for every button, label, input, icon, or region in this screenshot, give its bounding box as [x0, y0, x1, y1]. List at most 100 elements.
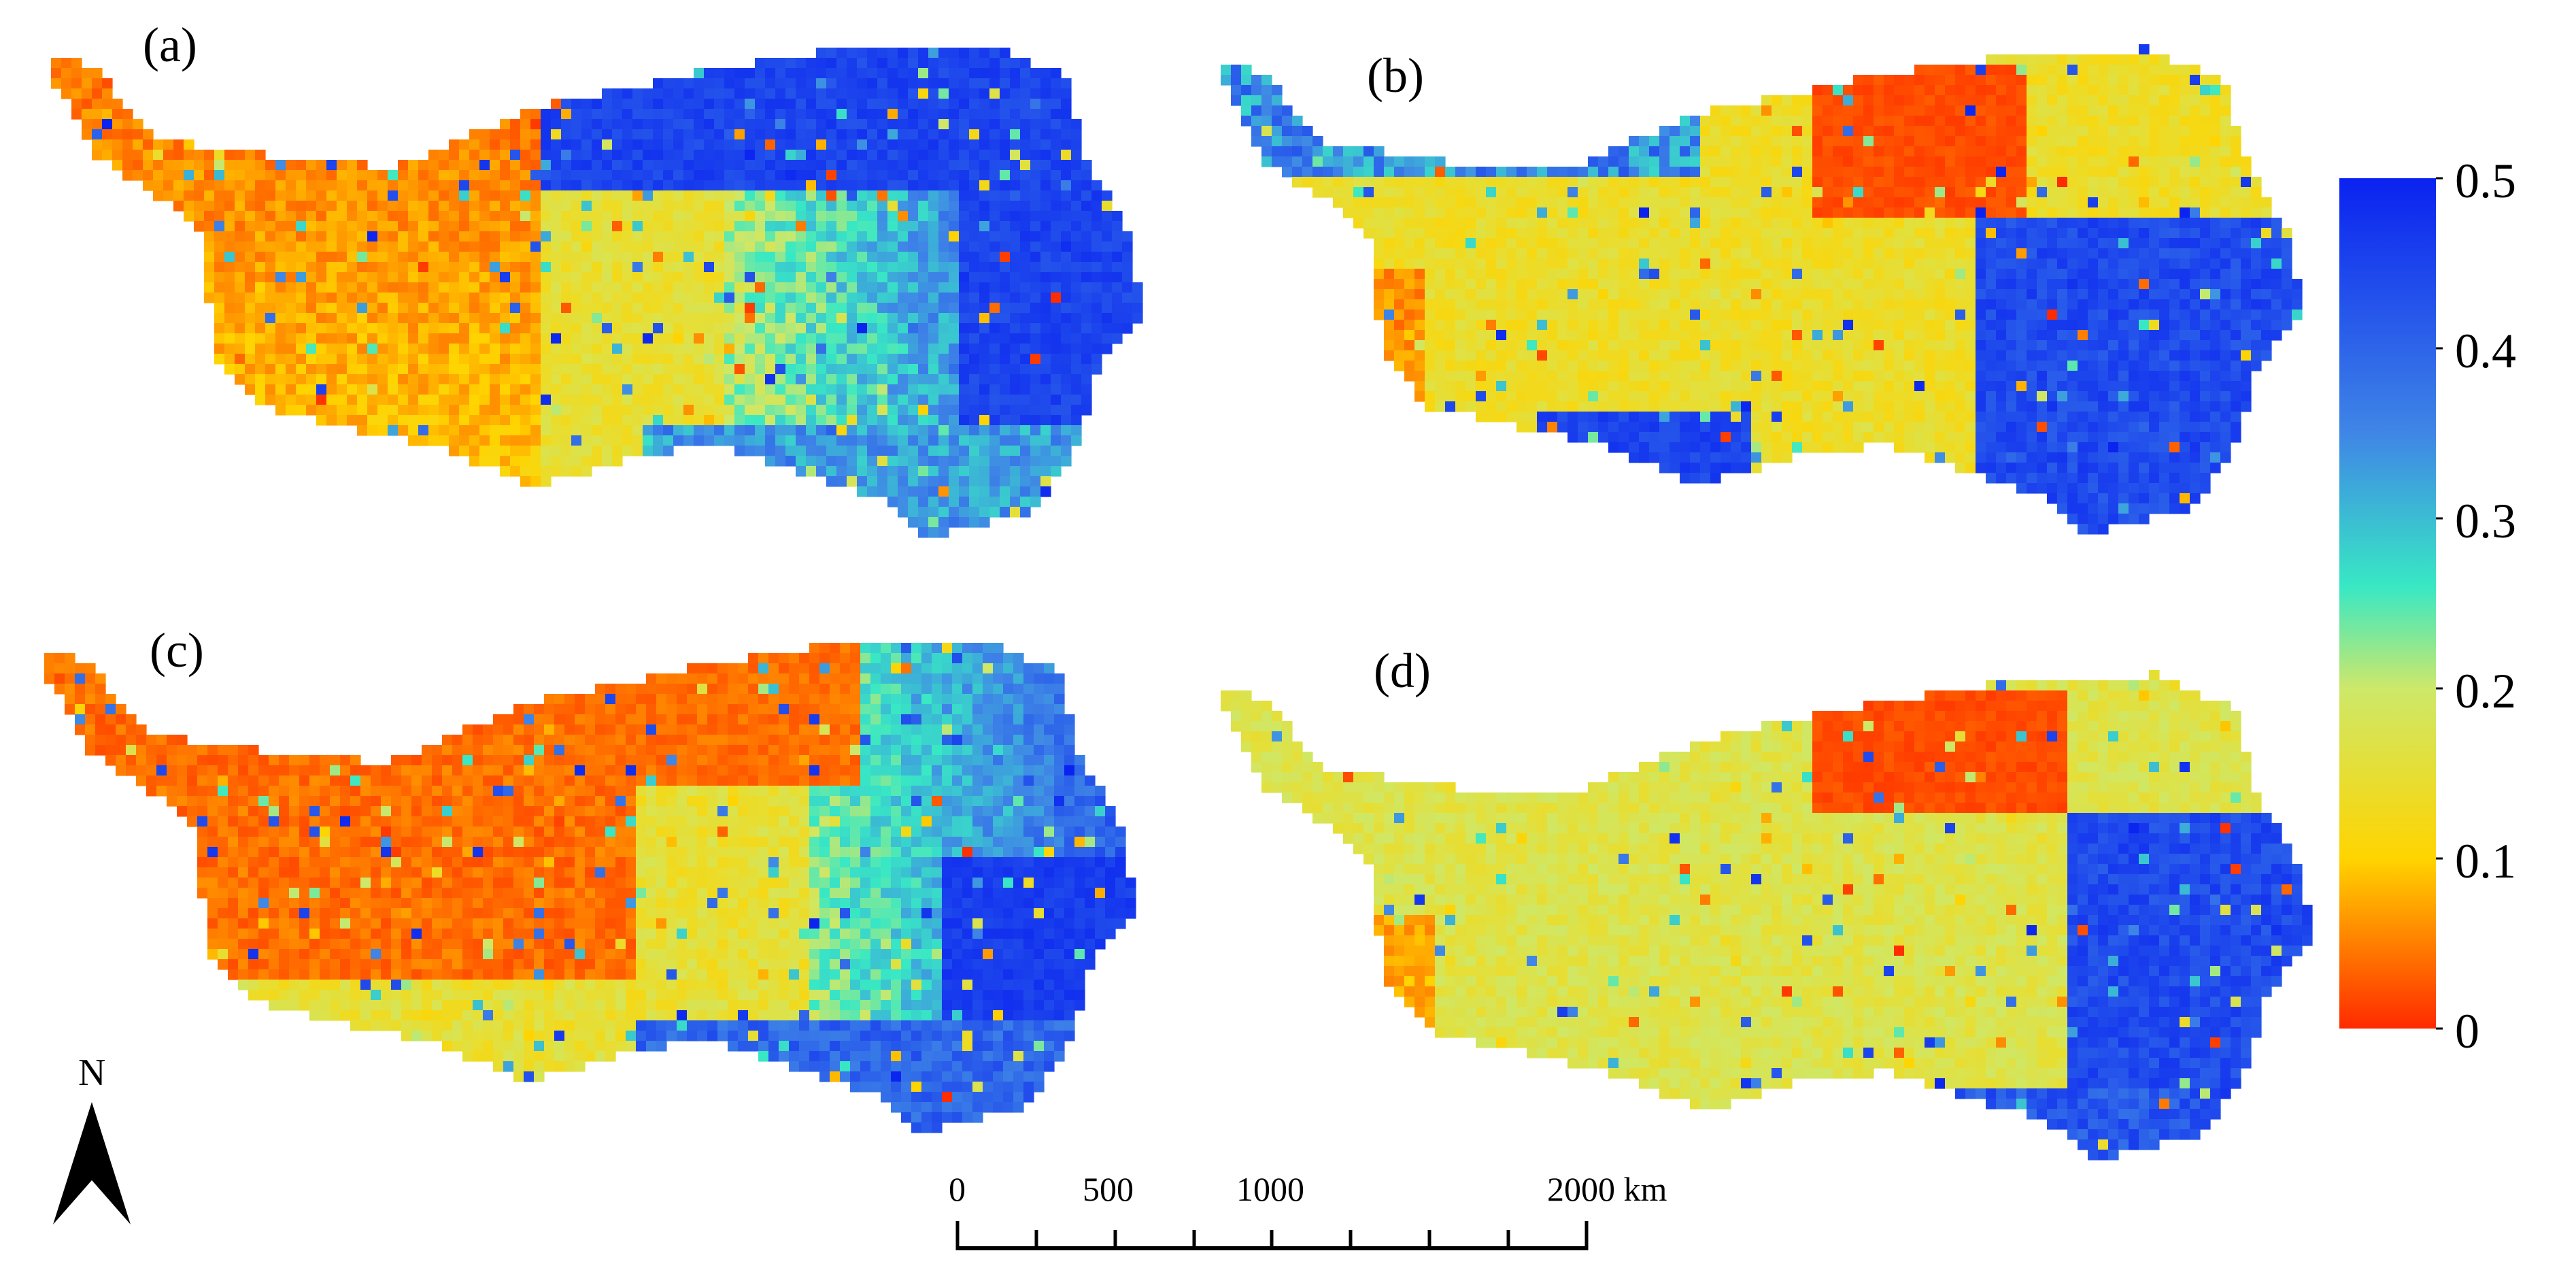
raster-cell: [510, 282, 521, 293]
raster-cell: [163, 160, 174, 171]
raster-cell: [1445, 238, 1456, 249]
raster-cell: [1323, 177, 1334, 188]
raster-cell: [1557, 269, 1568, 280]
raster-cell: [1081, 405, 1092, 416]
raster-cell: [908, 119, 919, 130]
raster-cell: [1782, 187, 1793, 198]
raster-cell: [245, 160, 256, 171]
raster-cell: [1629, 228, 1640, 239]
raster-cell: [520, 405, 531, 416]
raster-cell: [1853, 85, 1864, 96]
raster-cell: [367, 384, 378, 395]
raster-cell: [908, 456, 919, 467]
raster-cell: [918, 415, 929, 426]
raster-cell: [530, 435, 541, 446]
raster-cell: [847, 78, 858, 89]
raster-cell: [816, 68, 827, 79]
raster-cell: [1955, 248, 1966, 259]
raster-cell: [663, 282, 674, 293]
raster-cell: [989, 405, 1000, 416]
raster-cell: [2027, 248, 2037, 259]
raster-cell: [2261, 279, 2272, 290]
raster-cell: [143, 129, 154, 140]
raster-cell: [224, 293, 235, 303]
raster-cell: [2200, 95, 2211, 106]
raster-cell: [612, 272, 623, 283]
raster-cell: [1894, 279, 1905, 290]
raster-cell: [1323, 187, 1334, 198]
raster-cell: [734, 354, 745, 365]
raster-cell: [816, 170, 827, 181]
raster-cell: [1091, 211, 1102, 222]
raster-cell: [979, 282, 990, 293]
raster-cell: [520, 201, 531, 212]
raster-cell: [898, 354, 909, 365]
raster-cell: [347, 323, 358, 334]
raster-cell: [1874, 207, 1884, 218]
raster-cell: [765, 425, 776, 436]
raster-cell: [102, 109, 113, 120]
raster-cell: [1639, 248, 1650, 259]
raster-cell: [796, 425, 807, 436]
raster-cell: [745, 282, 756, 293]
raster-cell: [857, 446, 868, 456]
raster-cell: [367, 313, 378, 324]
raster-cell: [877, 313, 888, 324]
raster-cell: [1670, 126, 1680, 137]
raster-cell: [2159, 197, 2170, 208]
raster-cell: [979, 384, 990, 395]
raster-cell: [479, 405, 490, 416]
raster-cell: [765, 190, 776, 201]
raster-cell: [459, 323, 470, 334]
raster-cell: [479, 211, 490, 222]
raster-cell: [1040, 231, 1051, 242]
raster-cell: [214, 190, 225, 201]
raster-cell: [1976, 218, 1986, 229]
raster-cell: [989, 282, 1000, 293]
raster-cell: [847, 293, 858, 303]
raster-cell: [1996, 146, 2007, 157]
raster-cell: [887, 374, 898, 385]
raster-cell: [806, 374, 817, 385]
raster-cell: [1020, 190, 1031, 201]
raster-cell: [265, 221, 276, 232]
raster-cell: [643, 333, 654, 344]
raster-cell: [938, 68, 949, 79]
raster-cell: [581, 129, 592, 140]
raster-cell: [826, 354, 837, 365]
raster-cell: [1874, 116, 1884, 127]
raster-cell: [765, 139, 776, 150]
raster-cell: [734, 119, 745, 130]
raster-cell: [1639, 167, 1650, 178]
raster-cell: [969, 486, 980, 497]
raster-cell: [428, 180, 439, 191]
raster-cell: [826, 58, 837, 69]
raster-cell: [877, 456, 888, 467]
raster-cell: [928, 323, 939, 334]
raster-cell: [2190, 85, 2201, 96]
raster-cell: [1030, 241, 1041, 252]
raster-cell: [2169, 65, 2180, 76]
raster-cell: [1251, 105, 1262, 116]
raster-cell: [479, 201, 490, 212]
raster-cell: [796, 201, 807, 212]
raster-cell: [1091, 252, 1102, 263]
raster-cell: [887, 333, 898, 344]
raster-cell: [1061, 405, 1072, 416]
raster-cell: [500, 170, 511, 181]
raster-cell: [1690, 248, 1701, 259]
raster-cell: [1792, 146, 1803, 157]
raster-cell: [112, 109, 123, 120]
raster-cell: [887, 99, 898, 110]
raster-cell: [153, 170, 164, 181]
raster-cell: [1414, 167, 1425, 178]
raster-cell: [1061, 456, 1072, 467]
raster-cell: [2210, 156, 2221, 167]
raster-cell: [1700, 187, 1711, 198]
raster-cell: [836, 323, 847, 334]
raster-cell: [459, 139, 470, 150]
raster-cell: [724, 180, 735, 191]
raster-cell: [775, 415, 786, 426]
raster-cell: [551, 293, 562, 303]
raster-cell: [653, 354, 664, 365]
